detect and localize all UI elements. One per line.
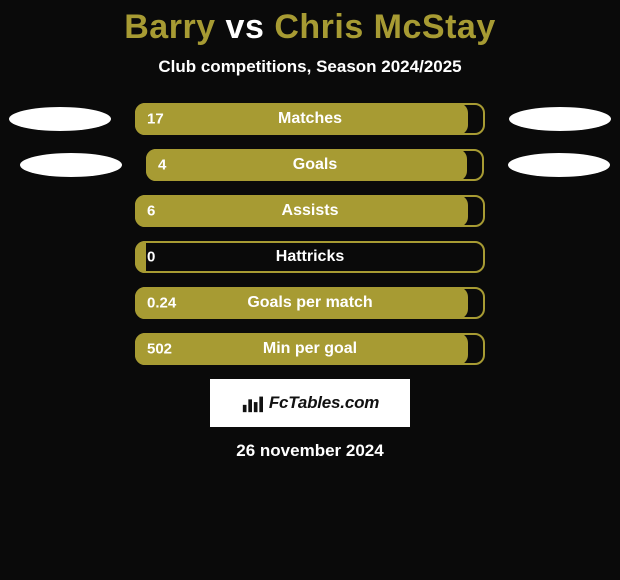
stat-bar: 4 Goals [146, 149, 484, 181]
date-text: 26 november 2024 [0, 441, 620, 461]
stat-value-left: 0.24 [147, 295, 176, 312]
logo-box: FcTables.com [210, 379, 410, 427]
stat-label: Assists [282, 202, 339, 220]
stat-value-left: 502 [147, 341, 172, 358]
stat-label: Hattricks [276, 248, 344, 266]
stat-label: Matches [278, 110, 342, 128]
stat-bar-fill [135, 241, 146, 273]
stat-value-left: 6 [147, 203, 155, 220]
player1-marker [9, 107, 111, 131]
stat-bar: 0.24 Goals per match [135, 287, 485, 319]
stat-bar: 17 Matches [135, 103, 485, 135]
stat-bar: 0 Hattricks [135, 241, 485, 273]
stat-value-left: 4 [158, 157, 166, 174]
stat-label: Goals per match [247, 294, 372, 312]
stat-row: 502 Min per goal [0, 333, 620, 365]
player1-name: Barry [124, 8, 215, 46]
player2-name: Chris McStay [274, 8, 495, 46]
stats-rows: 17 Matches 4 Goals 6 Assists 0 Hattricks 0.24 Goa… [0, 103, 620, 365]
stat-row: 0.24 Goals per match [0, 287, 620, 319]
stat-row: 4 Goals [0, 149, 620, 181]
stat-row: 0 Hattricks [0, 241, 620, 273]
player2-marker [508, 153, 610, 177]
stat-row: 6 Assists [0, 195, 620, 227]
stat-row: 17 Matches [0, 103, 620, 135]
stat-value-left: 17 [147, 111, 164, 128]
stat-value-left: 0 [147, 249, 155, 266]
stat-label: Min per goal [263, 340, 357, 358]
logo-text: FcTables.com [269, 393, 379, 413]
comparison-title: Barry vs Chris McStay [0, 0, 620, 47]
vs-text: vs [226, 8, 265, 46]
subtitle: Club competitions, Season 2024/2025 [0, 57, 620, 77]
player2-marker [509, 107, 611, 131]
stat-label: Goals [293, 156, 337, 174]
stat-bar: 6 Assists [135, 195, 485, 227]
stat-bar: 502 Min per goal [135, 333, 485, 365]
player1-marker [20, 153, 122, 177]
fctables-bars-icon [241, 392, 263, 414]
